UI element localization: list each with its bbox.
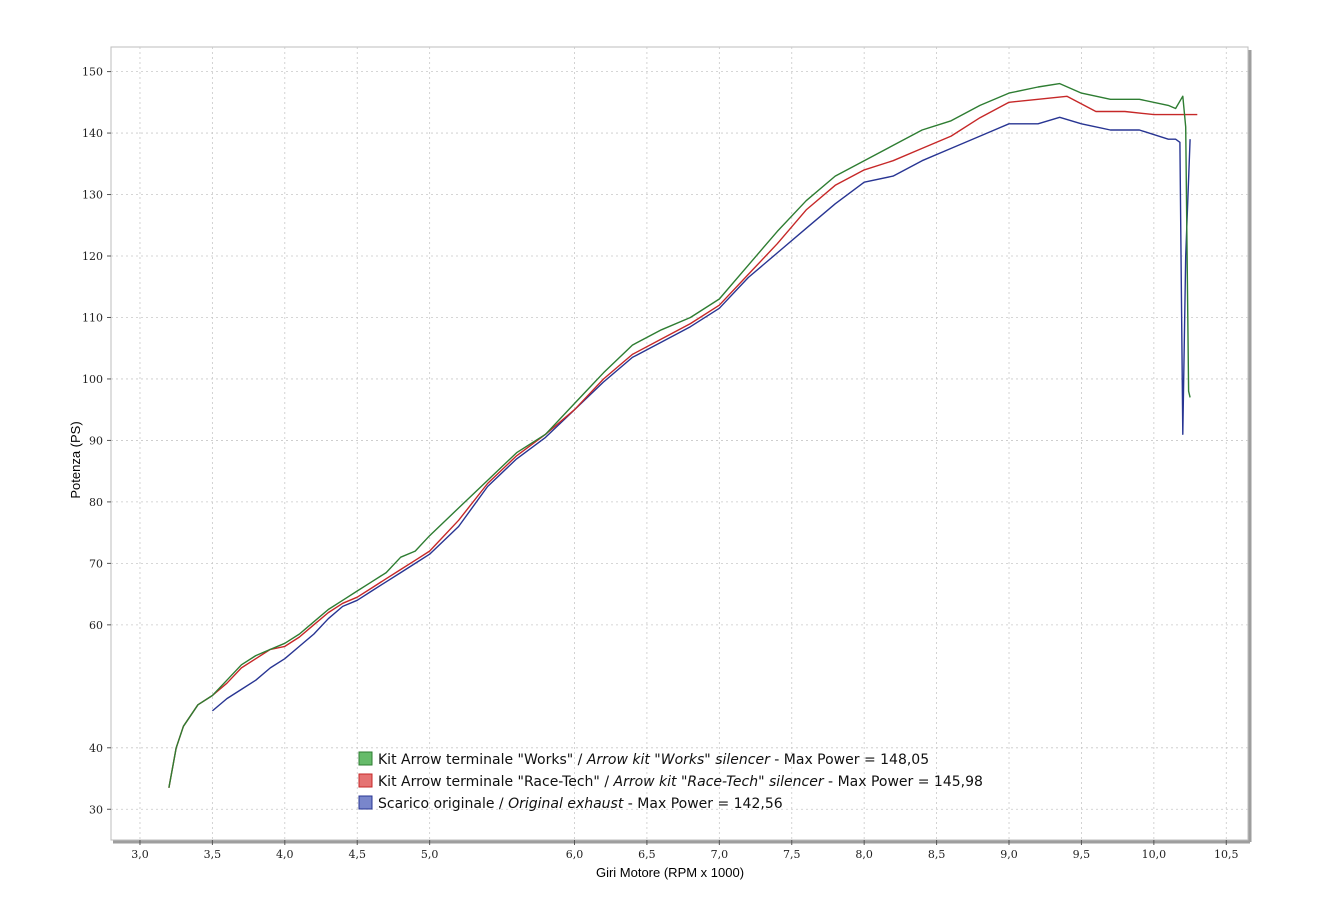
legend-entry-works: Kit Arrow terminale "Works" / Arrow kit … [378, 752, 929, 768]
y-tick-label: 140 [82, 127, 103, 140]
legend-race-tech-max: Max Power = 145,98 [838, 774, 983, 790]
legend-works-max: Max Power = 148,05 [784, 752, 929, 768]
x-tick-label: 9,0 [1000, 848, 1018, 861]
legend-sep: - [623, 796, 637, 812]
legend-sep: / [494, 796, 508, 812]
y-tick-label: 130 [82, 189, 103, 202]
legend-original-name: Scarico originale [378, 796, 494, 812]
legend-entry-original: Scarico originale / Original exhaust - M… [378, 796, 783, 812]
y-tick-label: 30 [89, 803, 103, 816]
series-layer [168, 82, 1198, 788]
grid [111, 47, 1248, 840]
y-axis-title: Potenza (PS) [68, 421, 83, 498]
legend-race-tech-name: Kit Arrow terminale "Race-Tech" [378, 774, 600, 790]
legend-sep: / [600, 774, 614, 790]
x-tick-label: 9,5 [1073, 848, 1091, 861]
legend: Kit Arrow terminale "Works" / Arrow kit … [358, 751, 983, 812]
x-tick-label: 6,5 [638, 848, 656, 861]
x-tick-label: 6,0 [566, 848, 584, 861]
series-line-works [168, 82, 1191, 788]
series-line-original [211, 116, 1191, 712]
legend-works-name-en: Arrow kit "Works" silencer [586, 752, 771, 768]
y-tick-label: 150 [82, 66, 103, 79]
legend-sep: - [770, 752, 784, 768]
x-tick-label: 4,0 [276, 848, 294, 861]
y-tick-label: 80 [89, 496, 103, 509]
y-tick-label: 70 [89, 557, 103, 570]
x-axis-title: Giri Motore (RPM x 1000) [596, 865, 744, 880]
legend-swatch-race-tech [358, 773, 373, 788]
y-tick-label: 100 [82, 373, 103, 386]
x-tick-label: 8,0 [855, 848, 873, 861]
x-tick-label: 10,5 [1214, 848, 1239, 861]
y-tick-label: 110 [82, 311, 103, 324]
x-tick-label: 3,5 [204, 848, 222, 861]
x-tick-label: 10,0 [1142, 848, 1167, 861]
x-tick-label: 7,5 [783, 848, 801, 861]
y-tick-label: 120 [82, 250, 103, 263]
x-tick-label: 8,5 [928, 848, 946, 861]
legend-swatch-original [358, 795, 373, 810]
legend-original-name-en: Original exhaust [508, 796, 624, 812]
legend-sep: / [573, 752, 587, 768]
x-tick-label: 7,0 [711, 848, 729, 861]
y-tick-label: 40 [89, 742, 103, 755]
legend-race-tech-name-en: Arrow kit "Race-Tech" silencer [613, 774, 825, 790]
y-axis: 30 40 60 70 80 90 100 110 120 130 140 150 [82, 66, 111, 816]
legend-entry-race-tech: Kit Arrow terminale "Race-Tech" / Arrow … [378, 774, 983, 790]
plot-frame [110, 46, 1249, 841]
legend-works-name: Kit Arrow terminale "Works" [378, 752, 573, 768]
x-axis: 3,0 3,5 4,0 4,5 5,0 6,0 6,5 7,0 7,5 8,0 8,5 9,0 9,5 1… [131, 840, 1239, 861]
x-tick-label: 4,5 [348, 848, 366, 861]
legend-original-max: Max Power = 142,56 [637, 796, 782, 812]
x-tick-label: 5,0 [421, 848, 439, 861]
y-tick-label: 60 [89, 619, 103, 632]
legend-swatch-works [358, 751, 373, 766]
legend-sep: - [824, 774, 838, 790]
y-tick-label: 90 [89, 434, 103, 447]
x-tick-label: 3,0 [131, 848, 149, 861]
